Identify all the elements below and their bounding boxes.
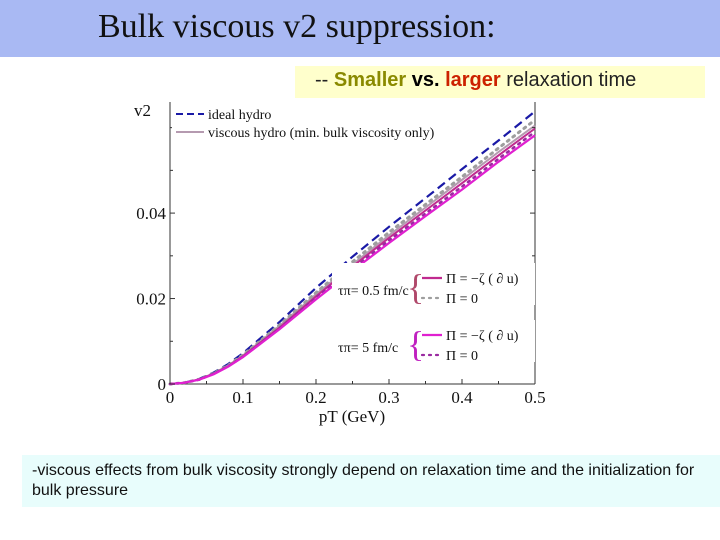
y-axis-label: v2	[134, 101, 151, 120]
legend-background	[172, 100, 442, 146]
y-tick-label: 0.02	[136, 290, 166, 309]
series-line-6	[169, 134, 536, 386]
group-tau-label: τπ= 5 fm/c	[338, 341, 398, 356]
chart-series	[168, 110, 537, 386]
x-tick-label: 0	[166, 388, 175, 407]
chart-group-labels: τπ= 0.5 fm/c{Π = −ζ ( ∂ u)Π = 0τπ= 5 fm/…	[332, 263, 535, 364]
subtitle: -- Smaller vs. larger relaxation time	[315, 69, 636, 92]
x-tick-label: 0.3	[378, 388, 399, 407]
legend-label: ideal hydro	[208, 108, 271, 123]
group-entry-label: Π = 0	[446, 292, 478, 307]
title-bar: Bulk viscous v2 suppression:	[0, 0, 720, 57]
group-entry-label: Π = −ζ ( ∂ u)	[446, 272, 519, 287]
group-bracket: {	[407, 324, 424, 364]
chart-legend: ideal hydro viscous hydro (min. bulk visc…	[172, 100, 442, 146]
x-axis-label: pT (GeV)	[319, 407, 385, 426]
x-tick-label: 0.5	[524, 388, 545, 407]
subtitle-larger: larger	[445, 69, 501, 91]
slide-title: Bulk viscous v2 suppression:	[98, 8, 496, 45]
v2-chart: 0 0.1 0.2 0.3 0.4 0.5 0 0.02 0.04 pT (GeV) v2 idea…	[134, 100, 546, 426]
group-entry-label: Π = 0	[446, 349, 478, 364]
subtitle-smaller: Smaller	[333, 69, 407, 91]
subtitle-prefix: --	[315, 69, 334, 91]
group-background	[332, 320, 535, 362]
group-background	[332, 263, 535, 305]
note-box: -viscous effects from bulk viscosity str…	[22, 455, 720, 507]
x-tick-label: 0.1	[232, 388, 253, 407]
chart-ticks: 0 0.1 0.2 0.3 0.4 0.5 0 0.02 0.04 pT (GeV) v2	[134, 101, 546, 426]
subtitle-vs: vs.	[406, 69, 446, 91]
subtitle-suffix: relaxation time	[500, 69, 637, 91]
group-tau-label: τπ= 0.5 fm/c	[338, 284, 409, 299]
y-tick-label: 0	[158, 375, 167, 394]
subtitle-box: -- Smaller vs. larger relaxation time	[295, 66, 705, 98]
x-tick-label: 0.4	[451, 388, 473, 407]
group-entry-label: Π = −ζ ( ∂ u)	[446, 329, 519, 344]
y-tick-label: 0.04	[136, 204, 166, 223]
legend-label: viscous hydro (min. bulk viscosity only)	[208, 126, 435, 141]
note-text: -viscous effects from bulk viscosity str…	[32, 462, 695, 499]
x-tick-label: 0.2	[305, 388, 326, 407]
group-bracket: {	[407, 267, 424, 307]
